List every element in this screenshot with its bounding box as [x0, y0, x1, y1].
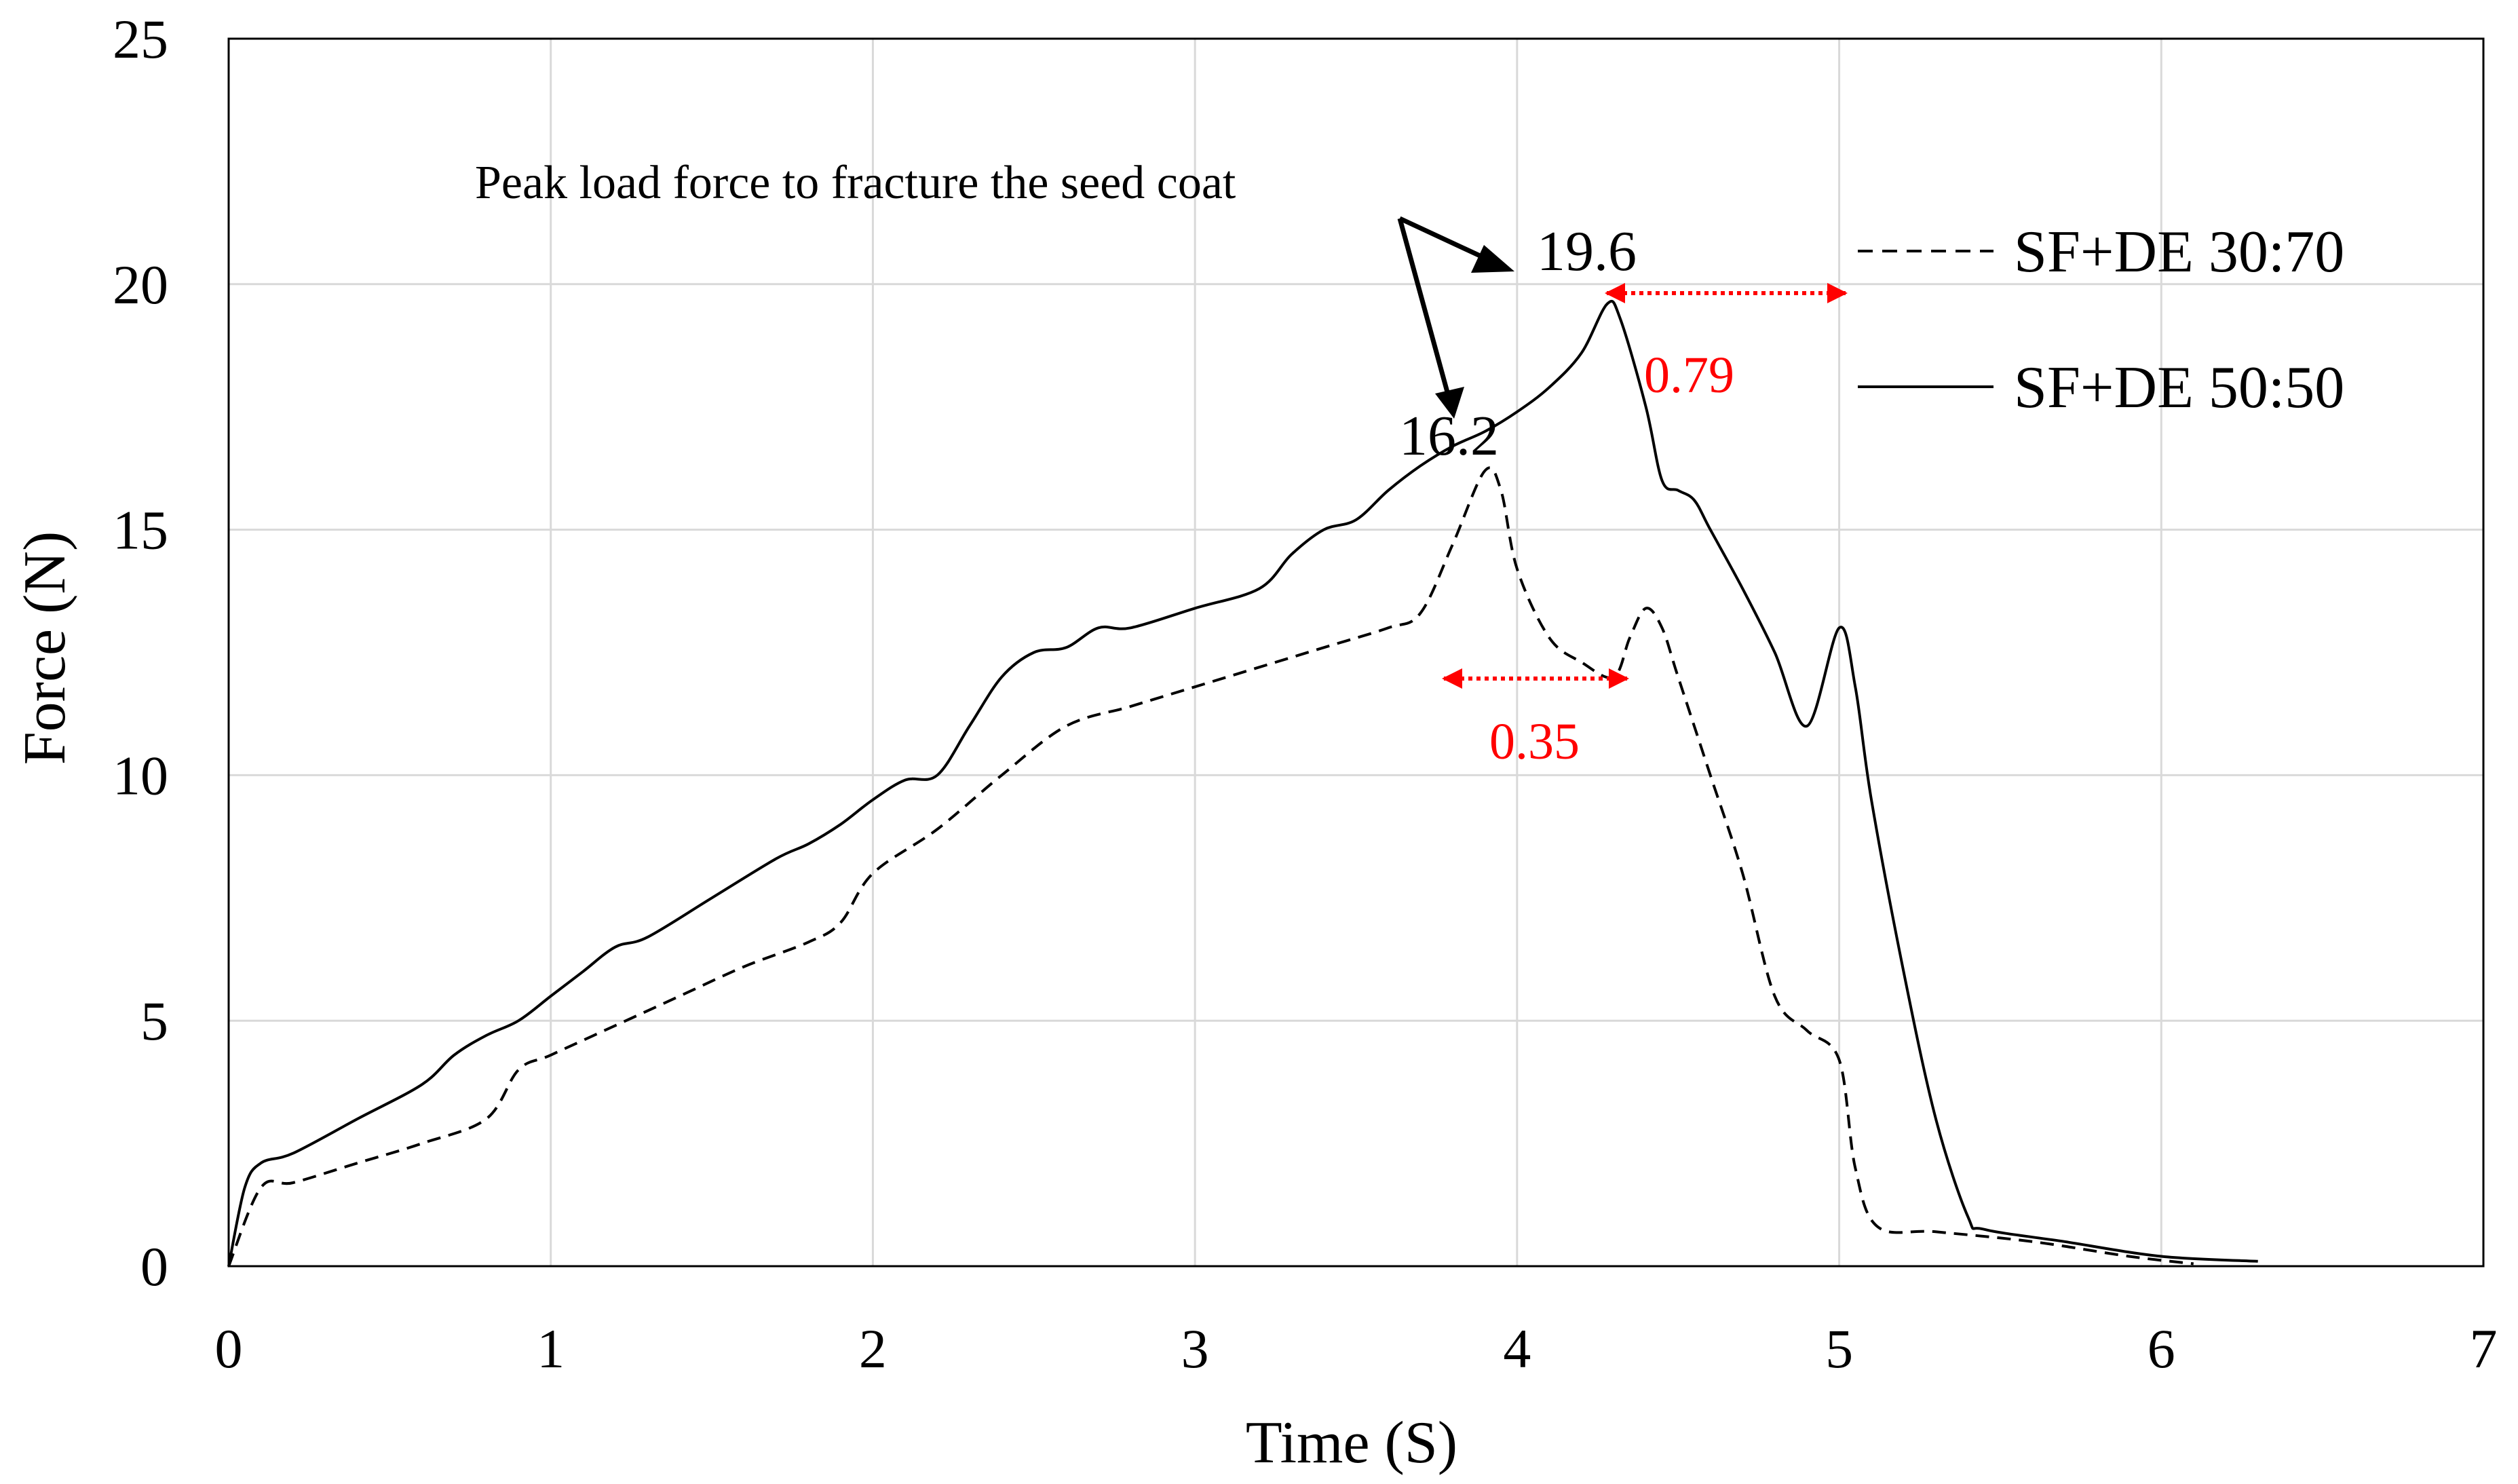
x-axis-tick-labels: 0 1 2 3 4 5 6 7	[215, 1318, 2498, 1380]
peak-annotation-note: Peak load force to fracture the seed coa…	[475, 157, 1236, 209]
y-axis-title: Force (N)	[12, 531, 78, 765]
y-tick-label: 20	[113, 254, 168, 316]
pointer-arrowhead-16-2	[1435, 387, 1464, 419]
x-tick-label: 2	[859, 1318, 887, 1380]
pointer-arrowhead-19-6	[1471, 245, 1514, 273]
series-line-sf-de-50-50	[227, 300, 2258, 1267]
x-axis-title: Time (S)	[1246, 1410, 1457, 1476]
peak-label-30-70: 16.2	[1399, 404, 1499, 468]
legend-label-50-50: SF+DE 50:50	[2014, 355, 2344, 421]
pointer-arrow-to-16-2	[1397, 218, 1451, 398]
interval-label-50-50: 0.79	[1644, 347, 1734, 404]
y-axis-tick-labels: 0 5 10 15 20 25	[113, 8, 168, 1297]
x-tick-label: 5	[1825, 1318, 1853, 1380]
series-line-sf-de-30-70	[227, 466, 2194, 1267]
x-tick-label: 1	[537, 1318, 565, 1380]
x-tick-label: 7	[2470, 1318, 2498, 1380]
y-tick-label: 25	[113, 8, 168, 70]
y-tick-label: 5	[140, 990, 168, 1052]
x-tick-label: 0	[215, 1318, 243, 1380]
legend-label-30-70: SF+DE 30:70	[2014, 219, 2344, 285]
x-tick-label: 4	[1503, 1318, 1531, 1380]
y-tick-label: 10	[113, 744, 168, 806]
plot-area-frame	[227, 37, 2485, 1268]
peak-label-50-50: 19.6	[1537, 220, 1637, 283]
y-tick-label: 15	[113, 499, 168, 561]
interval-label-30-70: 0.35	[1489, 713, 1580, 770]
legend: SF+DE 30:70 SF+DE 50:50	[1858, 219, 2344, 421]
series-layer	[227, 300, 2258, 1267]
x-tick-label: 3	[1181, 1318, 1209, 1380]
y-tick-label: 0	[140, 1236, 168, 1297]
x-tick-label: 6	[2148, 1318, 2175, 1380]
